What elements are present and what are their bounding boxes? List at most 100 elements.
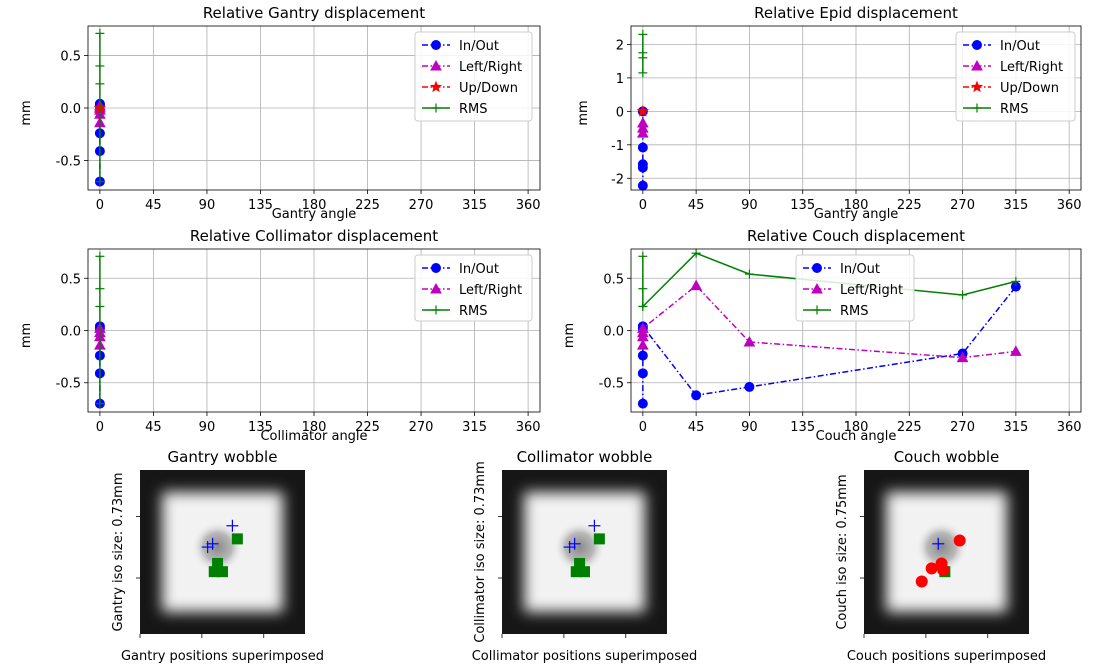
- data-point: [638, 284, 648, 294]
- x-tick-label: 0: [639, 420, 647, 435]
- data-point: [637, 180, 648, 191]
- wobble-marker-plus: [226, 519, 239, 532]
- x-axis-label: Gantry angle: [814, 207, 899, 222]
- legend: In/Out Left/Right Up/Down RMS: [414, 31, 533, 122]
- y-tick-label: -2: [611, 172, 624, 187]
- legend-box: [414, 31, 533, 122]
- chart-1: 0 45 90 135 180 225 270 315 360 -0.5 0.0 0.5 Relativ…: [19, 4, 541, 222]
- legend-box: [795, 254, 915, 322]
- data-point: [95, 399, 105, 409]
- x-tick-label: 315: [1003, 420, 1028, 435]
- legend-label: Up/Down: [1000, 81, 1059, 96]
- x-tick-label: 225: [897, 420, 922, 435]
- series-left-right: [636, 117, 649, 138]
- series-rms: [95, 251, 105, 409]
- wobble-ylabel: Couch iso size: 0.75mm: [835, 474, 850, 629]
- x-tick-label: 270: [409, 420, 434, 435]
- wobble-marker-plus: [563, 541, 576, 554]
- x-tick-label: 360: [516, 420, 541, 435]
- legend-marker: [431, 263, 441, 273]
- data-point: [691, 248, 701, 258]
- chart-title: Relative Couch displacement: [747, 227, 965, 245]
- wobble-marker-square: [579, 566, 590, 578]
- data-point: [1010, 345, 1022, 356]
- x-tick-label: 0: [96, 420, 104, 435]
- legend-entry: RMS: [422, 304, 488, 319]
- legend-marker: [431, 103, 441, 113]
- data-point: [637, 368, 648, 379]
- legend-marker: [970, 80, 984, 93]
- chart-title: Relative Collimator displacement: [190, 227, 438, 245]
- wobble-marker-square: [574, 557, 586, 569]
- x-tick-label: 180: [844, 198, 869, 213]
- wobble-panel-1: Gantry wobble Gantry positions superimpos…: [111, 448, 324, 664]
- chart-2: 0 45 90 135 180 225 270 315 360 -2 -1 0 1 2 Relative E…: [576, 4, 1082, 222]
- legend-marker: [430, 282, 442, 294]
- bb-shadow: [553, 521, 606, 574]
- x-tick-label: 225: [355, 198, 380, 213]
- wobble-panel-3: Couch wobble Couch positions superimposed…: [835, 448, 1046, 664]
- x-tick-label: 90: [199, 420, 216, 435]
- legend-label: RMS: [459, 304, 488, 319]
- data-point: [95, 251, 105, 261]
- x-tick-label: 0: [639, 198, 647, 213]
- legend-marker: [430, 59, 442, 71]
- wobble-image: [502, 470, 667, 634]
- data-point: [638, 301, 648, 311]
- legend-entry: In/Out: [422, 262, 499, 277]
- data-point: [636, 122, 649, 133]
- wobble-marker-plus: [568, 537, 581, 550]
- y-tick-label: 0.5: [60, 272, 81, 287]
- data-point: [95, 284, 105, 294]
- wobble-marker-plus: [201, 541, 214, 554]
- data-point: [95, 301, 105, 311]
- x-tick-label: 360: [516, 198, 541, 213]
- wobble-marker-square: [212, 557, 224, 569]
- legend: In/Out Left/Right RMS: [414, 254, 533, 322]
- legend-label: Left/Right: [459, 60, 522, 75]
- x-tick-label: 45: [688, 420, 705, 435]
- data-point: [95, 79, 105, 89]
- chart-3: 0 45 90 135 180 225 270 315 360 -0.5 0.0 0.5 Relativ…: [19, 227, 541, 444]
- x-tick-label: 315: [462, 420, 487, 435]
- x-tick-label: 90: [741, 198, 758, 213]
- y-axis-label: mm: [19, 323, 34, 348]
- y-tick-label: 1: [616, 72, 624, 87]
- wobble-marker-square: [217, 566, 228, 578]
- legend-entry: In/Out: [803, 262, 880, 277]
- wobble-image: [140, 470, 305, 634]
- legend-marker: [971, 59, 983, 71]
- legend-entry: In/Out: [963, 39, 1040, 54]
- wobble-ylabel: Collimator iso size: 0.73mm: [473, 461, 488, 643]
- x-tick-label: 360: [1057, 198, 1082, 213]
- wobble-image: [864, 470, 1029, 634]
- data-point: [691, 390, 702, 401]
- x-tick-label: 180: [844, 420, 869, 435]
- legend-entry: Up/Down: [422, 80, 518, 96]
- legend-label: In/Out: [1000, 39, 1040, 54]
- y-axis-label: mm: [562, 323, 577, 348]
- legend-entry: RMS: [963, 102, 1029, 117]
- series-up-down: [636, 105, 649, 117]
- wobble-ylabel: Gantry iso size: 0.73mm: [111, 472, 126, 631]
- bb-shadow: [915, 521, 968, 574]
- legend-label: In/Out: [459, 39, 499, 54]
- data-point: [956, 351, 969, 363]
- data-point: [637, 398, 648, 409]
- x-tick-label: 360: [1057, 420, 1082, 435]
- data-point: [637, 142, 648, 153]
- data-point: [637, 350, 648, 361]
- x-tick-label: 180: [302, 420, 327, 435]
- data-point: [744, 269, 754, 279]
- bb-shadow: [191, 521, 244, 574]
- wobble-marker-square: [231, 533, 243, 545]
- wobble-marker-square: [208, 566, 220, 578]
- y-axis-label: mm: [576, 100, 591, 125]
- data-point: [638, 68, 648, 78]
- data-point: [638, 29, 648, 39]
- data-point: [636, 117, 649, 128]
- wobble-marker-dot: [953, 534, 966, 547]
- legend-label: Left/Right: [459, 283, 522, 298]
- legend-label: RMS: [840, 304, 869, 319]
- wobble-marker-plus: [932, 537, 945, 550]
